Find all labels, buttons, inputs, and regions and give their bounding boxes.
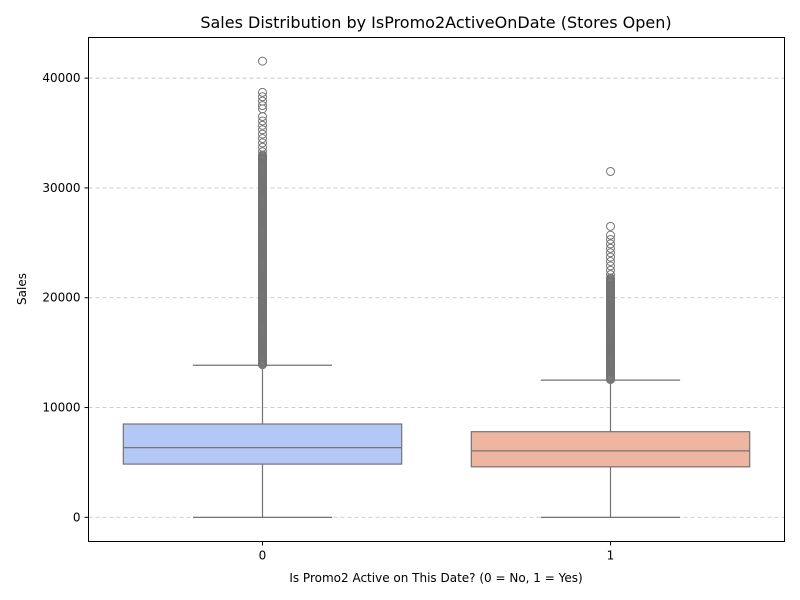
outlier-point — [606, 270, 615, 280]
outlier-point — [606, 230, 615, 240]
x-tick-label: 0 — [259, 549, 267, 563]
y-tick-label: 20000 — [42, 291, 80, 305]
outlier-point — [258, 142, 267, 152]
y-ticks: 0 10000 20000 30000 40000 — [42, 71, 89, 524]
y-tick-label: 40000 — [42, 71, 80, 85]
outlier-point — [258, 56, 267, 66]
boxes — [122, 56, 751, 518]
outlier-point — [606, 265, 615, 275]
box-group-0 — [122, 56, 403, 518]
outlier-point — [258, 129, 267, 139]
outlier-point — [606, 248, 615, 258]
outlier-point — [606, 166, 615, 176]
outlier-point — [606, 252, 615, 262]
y-tick-label: 30000 — [42, 181, 80, 195]
y-axis-label: Sales — [15, 273, 29, 305]
outlier-point — [258, 134, 267, 144]
outlier-point — [606, 239, 615, 249]
box-iqr — [122, 423, 403, 465]
outlier-point — [606, 243, 615, 253]
outlier-point — [258, 147, 267, 157]
chart-title: Sales Distribution by IsPromo2ActiveOnDa… — [200, 13, 671, 32]
x-axis-label: Is Promo2 Active on This Date? (0 = No, … — [289, 571, 582, 585]
box-group-1 — [470, 166, 751, 518]
y-tick-label: 0 — [73, 510, 81, 524]
outlier-point — [258, 87, 267, 97]
outlier-point — [258, 101, 267, 111]
outlier-point — [606, 257, 615, 266]
outlier-point — [606, 221, 615, 231]
plot-frame — [88, 37, 785, 542]
outlier-point — [258, 96, 267, 106]
x-tick-label: 1 — [607, 549, 615, 563]
outlier-point — [258, 120, 267, 130]
outlier-point — [258, 116, 267, 126]
outlier-point — [606, 261, 615, 271]
outlier-point — [258, 92, 267, 102]
outlier-point — [258, 125, 267, 135]
box-iqr — [470, 431, 751, 468]
outlier-point — [606, 235, 615, 245]
outlier-point — [258, 138, 267, 148]
y-tick-label: 10000 — [42, 401, 80, 415]
